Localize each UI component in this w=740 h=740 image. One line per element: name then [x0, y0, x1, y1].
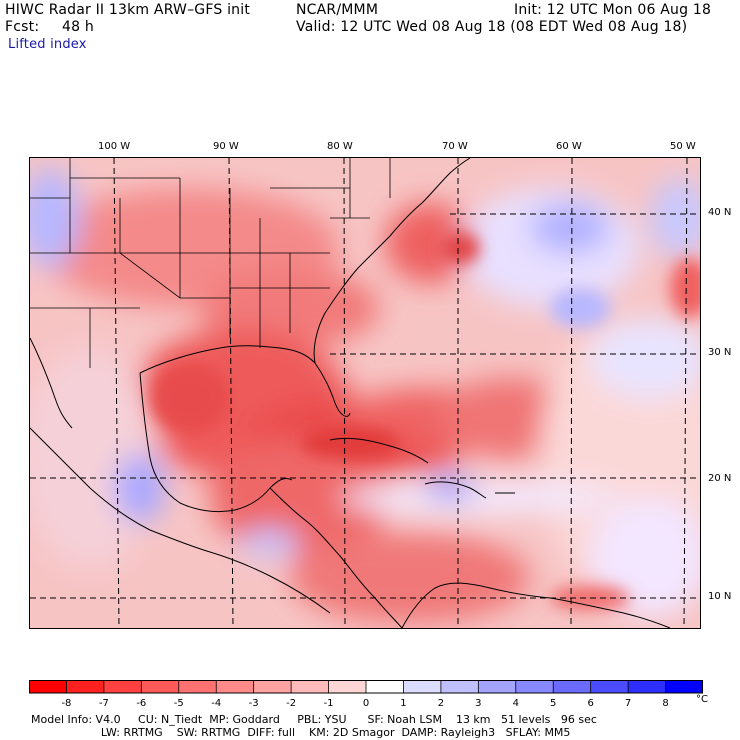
longitude-label: 80 W — [327, 141, 353, 152]
color-tick-label: -2 — [286, 698, 296, 709]
coastlines — [30, 158, 671, 628]
color-tick-label: -6 — [136, 698, 146, 709]
color-tick-label: 0 — [363, 698, 369, 709]
map-canvas — [30, 158, 700, 628]
longitude-label: 70 W — [442, 141, 468, 152]
valid-time: Valid: 12 UTC Wed 08 Aug 18 (08 EDT Wed … — [296, 19, 688, 35]
color-swatch — [478, 680, 517, 693]
color-swatch — [291, 680, 330, 693]
state-borders — [30, 158, 391, 368]
lat-lon-grid — [30, 158, 700, 628]
color-tick-label: -1 — [324, 698, 334, 709]
color-swatch — [178, 680, 217, 693]
forecast-label: Fcst: — [5, 19, 40, 35]
latitude-label: 20 N — [708, 473, 732, 484]
forecast-hour: 48 h — [62, 19, 94, 35]
color-tick-label: 1 — [400, 698, 406, 709]
unit-label: °C — [696, 694, 708, 705]
latitude-label: 40 N — [708, 207, 732, 218]
longitude-label: 60 W — [556, 141, 582, 152]
color-swatch — [328, 680, 367, 693]
color-swatch — [440, 680, 479, 693]
color-tick-label: -7 — [99, 698, 109, 709]
model-info-line2: LW: RRTMG SW: RRTMG DIFF: full KM: 2D Sm… — [31, 726, 571, 739]
color-tick-label: 6 — [587, 698, 593, 709]
longitude-label: 50 W — [670, 141, 696, 152]
color-swatch — [515, 680, 554, 693]
color-swatch — [253, 680, 292, 693]
color-tick-label: -8 — [61, 698, 71, 709]
color-tick-label: -5 — [174, 698, 184, 709]
latitude-label: 10 N — [708, 591, 732, 602]
color-scale-bar: -8 -7 -6 -5 -4 -3 -2 -1 0 1 2 3 4 5 6 7 8 — [29, 680, 703, 709]
color-tick-label: -4 — [211, 698, 221, 709]
field-name: Lifted index — [8, 37, 87, 52]
color-swatch — [216, 680, 255, 693]
color-tick-label: 3 — [475, 698, 481, 709]
color-swatch — [103, 680, 142, 693]
color-tick-label: 8 — [662, 698, 668, 709]
source-label: NCAR/MMM — [296, 2, 379, 18]
color-swatch — [29, 680, 67, 693]
longitude-label: 100 W — [98, 141, 131, 152]
model-title: HIWC Radar II 13km ARW–GFS init — [5, 2, 251, 18]
color-tick-label: 7 — [625, 698, 631, 709]
color-tick-label: 4 — [513, 698, 519, 709]
color-swatch — [141, 680, 180, 693]
latitude-label: 30 N — [708, 347, 732, 358]
small-scale-detail — [150, 232, 700, 610]
longitude-label: 90 W — [213, 141, 239, 152]
color-swatch — [590, 680, 629, 693]
model-info-line1: Model Info: V4.0 CU: N_Tiedt MP: Goddard… — [31, 713, 597, 726]
color-tick-label: 5 — [550, 698, 556, 709]
init-time: Init: 12 UTC Mon 06 Aug 18 — [514, 2, 712, 18]
color-tick-label: 2 — [438, 698, 444, 709]
color-tick-label: -3 — [249, 698, 259, 709]
color-swatch — [366, 680, 404, 693]
lifted-index-map — [29, 157, 701, 629]
color-swatch — [553, 680, 592, 693]
color-swatch — [66, 680, 105, 693]
color-swatch — [403, 680, 442, 693]
color-swatch — [665, 680, 703, 693]
color-swatch — [628, 680, 667, 693]
